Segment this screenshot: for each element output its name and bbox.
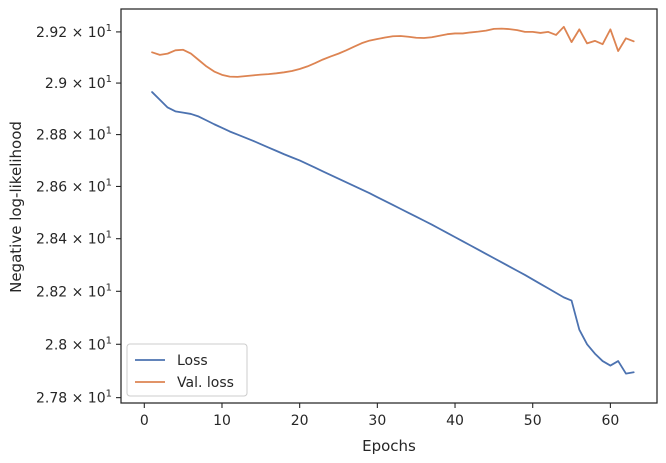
series-line-val-loss	[151, 25, 635, 78]
x-tick-label: 20	[291, 413, 309, 429]
x-tick-label: 50	[524, 413, 542, 429]
y-tick-label: 2.82 × 101	[36, 282, 112, 300]
y-tick-label: 2.78 × 101	[36, 389, 112, 407]
series-layer	[151, 25, 635, 375]
series-line-loss	[151, 91, 635, 375]
x-tick-label: 30	[368, 413, 386, 429]
x-axis-label: Epochs	[362, 437, 416, 455]
x-tick-label: 60	[601, 413, 619, 429]
plot-frame	[120, 8, 658, 404]
x-tick-label: 10	[213, 413, 231, 429]
x-tick-label: 0	[140, 413, 149, 429]
legend-frame	[126, 343, 248, 397]
y-tick-label: 2.92 × 101	[36, 23, 112, 41]
x-tick-label: 40	[446, 413, 464, 429]
y-tick-layer: 2.78 × 101 2.8 × 101 2.82 × 101 2.84 × 101 2…	[36, 23, 121, 407]
y-tick-label: 2.8 × 101	[45, 335, 112, 353]
y-tick-label: 2.84 × 101	[36, 230, 112, 248]
legend: Loss Val. loss	[126, 343, 248, 397]
legend-label-val-loss: Val. loss	[177, 375, 234, 391]
legend-label-loss: Loss	[177, 353, 208, 369]
y-tick-label: 2.88 × 101	[36, 126, 112, 144]
x-tick-layer: 0 10 20 30 40 50 60	[140, 403, 619, 429]
y-tick-label: 2.86 × 101	[36, 177, 112, 195]
y-axis-label: Negative log-likelihood	[7, 121, 25, 293]
y-tick-label: 2.9 × 101	[45, 74, 112, 92]
